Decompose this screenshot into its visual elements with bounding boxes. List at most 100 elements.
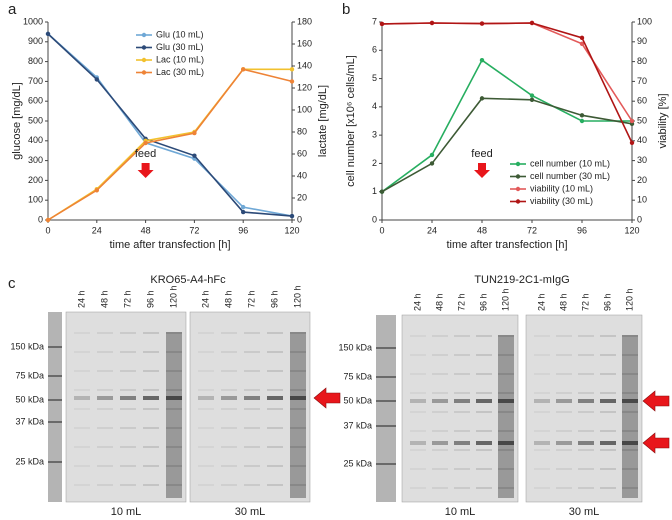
gel-band [578,373,594,375]
gel-band [198,332,214,334]
gel-band [534,449,550,451]
gel-band [74,389,90,391]
x-tick-label: 48 [477,225,487,235]
ladder-band [48,346,62,348]
y-tick-label: 700 [28,76,43,86]
product-band [120,396,136,400]
marker-label: 37 kDa [15,416,44,426]
marker-label: 37 kDa [343,420,372,430]
product-band [476,441,492,445]
gel-band [198,427,214,429]
y-tick-label: 900 [28,36,43,46]
lane-label: 96 h [145,290,155,308]
gel-band [198,389,214,391]
series-line [47,33,293,217]
gel-band [410,354,426,356]
gel-band [290,351,306,353]
y2-tick-label: 140 [297,60,312,70]
ladder-band [376,376,396,378]
marker-label: 150 kDa [10,341,44,351]
data-point [479,96,485,101]
y2-tick-label: 10 [637,195,647,205]
y2-tick-label: 100 [637,16,652,26]
gel-band [578,335,594,337]
x-tick-label: 24 [427,225,437,235]
data-point [143,140,148,146]
gel-band [221,484,237,486]
marker-label: 75 kDa [15,370,44,380]
smear [622,335,638,498]
gel-band [198,465,214,467]
gel-band [290,408,306,410]
gel-band [498,411,514,413]
data-point [479,21,485,26]
gel-band [290,465,306,467]
gel-band [556,430,572,432]
gel-band [476,354,492,356]
lane-label: 120 h [168,285,178,308]
lane-label: 72 h [246,290,256,308]
gel-band [534,411,550,413]
gel-band [476,335,492,337]
gel-band [244,332,260,334]
panel-label: c [8,275,16,292]
gel-band [556,487,572,489]
gel-band [498,354,514,356]
gel-band [244,389,260,391]
gel-band [221,351,237,353]
x-tick-label: 24 [92,225,102,235]
gel-band [578,468,594,470]
legend-label: Glu (10 mL) [156,29,204,39]
series-line [381,22,633,122]
data-point [629,118,635,124]
marker-label: 25 kDa [15,456,44,466]
marker-label: 25 kDa [343,458,372,468]
y-tick-label: 1000 [23,16,43,26]
gel-band [534,335,550,337]
data-point [192,153,197,158]
y-tick-label: 2 [372,158,377,168]
gel-band [143,332,159,334]
gel-band [143,351,159,353]
data-point [579,113,585,118]
legend-label: cell number (10 mL) [530,158,610,168]
gel-band [143,484,159,486]
gel-band [97,465,113,467]
data-point [94,188,100,193]
y-tick-label: 5 [372,73,377,83]
y-tick-label: 0 [38,214,43,224]
data-point [579,41,585,46]
gel-band [143,465,159,467]
gel-band [410,335,426,337]
product-band [534,399,550,403]
y2-tick-label: 30 [637,155,647,165]
group-label: 10 mL [445,506,476,518]
gel-band [556,392,572,394]
gel [65,311,187,503]
gel-band [120,465,136,467]
gel-band [143,389,159,391]
data-point [479,57,485,63]
x-tick-label: 48 [141,225,151,235]
gel-band [534,392,550,394]
gel-band [74,370,90,372]
gel-band [498,392,514,394]
gel-band [534,354,550,356]
lane-label: 24 h [536,293,546,311]
x-tick-label: 96 [238,225,248,235]
gel-band [410,411,426,413]
gel-band [166,332,182,334]
gel-band [476,392,492,394]
gel-band [410,449,426,451]
gel-band [267,427,283,429]
product-band [267,396,283,400]
gel-band [198,351,214,353]
y2-tick-label: 60 [637,96,647,106]
gel-band [120,370,136,372]
gel-band [221,332,237,334]
data-point [289,213,295,219]
group-label: 10 mL [111,506,142,518]
gel-band [600,392,616,394]
gel-band [432,487,448,489]
gel-band [476,373,492,375]
